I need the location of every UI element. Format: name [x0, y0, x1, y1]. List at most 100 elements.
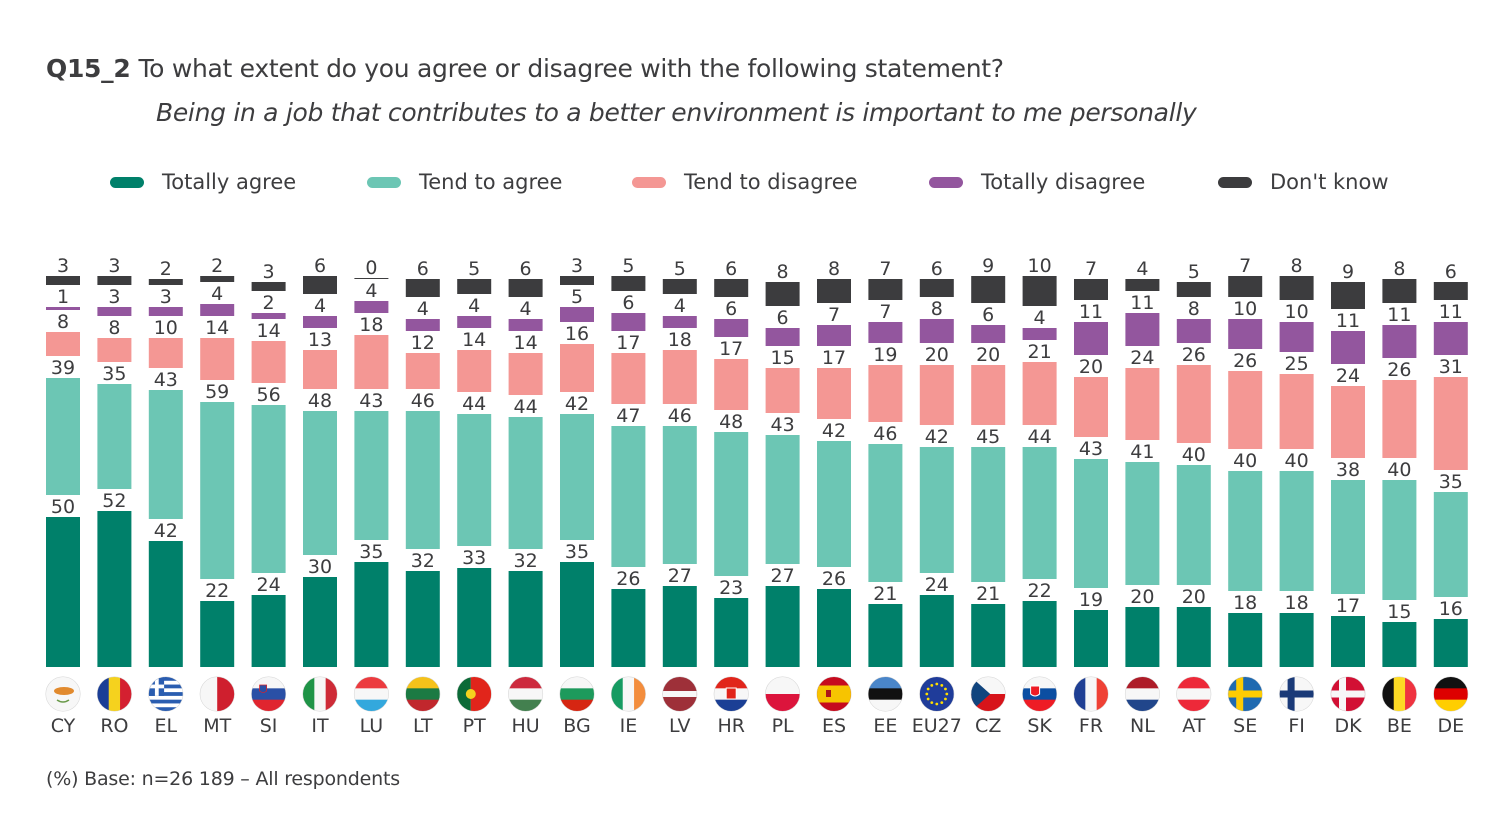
- bar-segment-tend-to-disagree: [457, 350, 492, 392]
- data-label-don-t-know: 7: [879, 258, 891, 280]
- bar-segment-totally-agree: [1382, 622, 1417, 667]
- data-label-don-t-know: 8: [828, 258, 840, 280]
- bar-segment-totally-agree: [405, 571, 440, 667]
- bar-segment-totally-disagree: [1125, 313, 1160, 346]
- data-label-totally-agree: 26: [822, 568, 846, 590]
- bar-segment-tend-to-agree: [919, 447, 954, 573]
- bar-group-nl: 20 41 24 11 4: [1125, 258, 1160, 667]
- bar-segment-totally-agree: [1074, 610, 1108, 667]
- bar-segment-totally-agree: [97, 511, 132, 667]
- bar-segment-totally-agree: [765, 586, 800, 667]
- flag-greece-artwork: [148, 677, 183, 711]
- bar-segment-totally-disagree: [405, 319, 440, 331]
- bar-segment-totally-agree: [303, 577, 337, 667]
- flag-stripe: [325, 677, 337, 711]
- data-label-tend-to-agree: 40: [1285, 450, 1309, 472]
- flag-latvia-artwork: [662, 677, 697, 711]
- data-label-tend-to-disagree: 15: [771, 347, 795, 369]
- flag-stripe: [1176, 688, 1211, 701]
- bar-segment-tend-to-disagree: [714, 359, 749, 410]
- data-label-tend-to-disagree: 20: [1079, 356, 1103, 378]
- data-label-don-t-know: 6: [931, 258, 943, 280]
- bar-segment-tend-to-agree: [1433, 492, 1468, 597]
- data-label-tend-to-agree: 44: [514, 396, 538, 418]
- flag-stripe: [1433, 699, 1468, 711]
- data-label-don-t-know: 4: [1136, 258, 1148, 280]
- data-label-totally-agree: 52: [102, 490, 126, 512]
- data-label-totally-disagree: 10: [1285, 301, 1309, 323]
- bar-segment-tend-to-agree: [1125, 462, 1160, 585]
- data-label-totally-disagree: 11: [1079, 301, 1103, 323]
- flag-stripe: [662, 691, 697, 697]
- data-label-don-t-know: 2: [160, 258, 172, 280]
- bar-segment-don-t-know: [46, 276, 80, 285]
- bar-segment-totally-agree: [1433, 619, 1468, 667]
- data-label-tend-to-disagree: 18: [668, 329, 692, 351]
- data-label-tend-to-disagree: 21: [1028, 341, 1052, 363]
- data-label-totally-agree: 16: [1439, 598, 1463, 620]
- flag-stripe: [1433, 688, 1468, 701]
- bar-segment-totally-disagree: [354, 301, 389, 313]
- flag-cross: [1331, 690, 1365, 698]
- data-label-tend-to-disagree: 8: [108, 317, 120, 339]
- bar-segment-don-t-know: [1125, 279, 1160, 291]
- data-label-don-t-know: 3: [263, 261, 275, 283]
- legend-swatch-totally-disagree: [929, 176, 963, 188]
- flag-stripe: [1176, 677, 1211, 689]
- flag-cross: [1287, 677, 1295, 711]
- data-label-totally-agree: 18: [1285, 592, 1309, 614]
- data-label-tend-to-agree: 40: [1233, 450, 1257, 472]
- bar-segment-tend-to-agree: [1176, 465, 1211, 585]
- category-label: DE: [1437, 715, 1464, 737]
- flag-stripe: [148, 703, 183, 708]
- data-label-don-t-know: 3: [108, 255, 120, 277]
- category-label: FI: [1288, 715, 1305, 737]
- category-label: AT: [1182, 715, 1206, 737]
- bar-group-pl: 27 43 15 6 8: [765, 261, 800, 667]
- flag-germany-artwork: [1433, 677, 1468, 711]
- bar-group-fi: 18 40 25 10 8: [1279, 255, 1314, 667]
- bar-group-hr: 23 48 17 6 6: [714, 258, 749, 667]
- bar-segment-totally-agree: [508, 571, 543, 667]
- bar-group-ro: 52 35 8 3 3: [97, 255, 132, 667]
- bar-group-eu27: 24 42 20 8 6: [919, 258, 954, 667]
- bar-group-lv: 27 46 18 4 5: [662, 258, 697, 667]
- data-label-totally-agree: 32: [514, 550, 538, 572]
- data-label-totally-disagree: 11: [1336, 310, 1360, 332]
- data-label-tend-to-agree: 46: [668, 405, 692, 427]
- bar-segment-don-t-know: [251, 282, 286, 291]
- flag-stripe: [405, 699, 440, 711]
- flag-stripe: [560, 677, 594, 689]
- bar-segment-tend-to-disagree: [611, 353, 646, 404]
- data-label-totally-disagree: 6: [777, 307, 789, 329]
- bar-segment-don-t-know: [1331, 282, 1365, 309]
- bar-segment-tend-to-agree: [1074, 459, 1108, 588]
- flag-stripe: [611, 677, 624, 711]
- flag-emblem: [465, 689, 476, 699]
- data-label-totally-disagree: 3: [108, 286, 120, 308]
- flag-eu-artwork: [919, 677, 954, 711]
- data-label-totally-disagree: 4: [211, 283, 223, 305]
- data-label-don-t-know: 8: [777, 261, 789, 283]
- bar-segment-totally-disagree: [1176, 319, 1211, 343]
- bar-segment-don-t-know: [1176, 282, 1211, 297]
- bar-segment-totally-disagree: [251, 313, 286, 319]
- data-label-tend-to-agree: 43: [359, 390, 383, 412]
- flag-stripe: [148, 695, 183, 700]
- data-label-tend-to-agree: 38: [1336, 459, 1360, 481]
- data-label-totally-agree: 23: [719, 577, 743, 599]
- data-label-tend-to-agree: 47: [616, 405, 640, 427]
- data-label-tend-to-agree: 39: [51, 357, 75, 379]
- data-label-totally-agree: 32: [411, 550, 435, 572]
- flag-stripe: [1176, 699, 1211, 711]
- flag-stripe: [303, 677, 315, 711]
- data-label-tend-to-disagree: 17: [719, 338, 743, 360]
- flag-stripe: [354, 699, 389, 711]
- data-label-totally-disagree: 4: [468, 295, 480, 317]
- flag-stripe: [1022, 677, 1057, 689]
- bar-segment-tend-to-agree: [303, 411, 337, 555]
- data-label-totally-disagree: 6: [982, 304, 994, 326]
- bar-segment-tend-to-disagree: [1125, 368, 1160, 440]
- bar-segment-totally-agree: [1125, 607, 1160, 667]
- bar-segment-tend-to-agree: [868, 444, 903, 582]
